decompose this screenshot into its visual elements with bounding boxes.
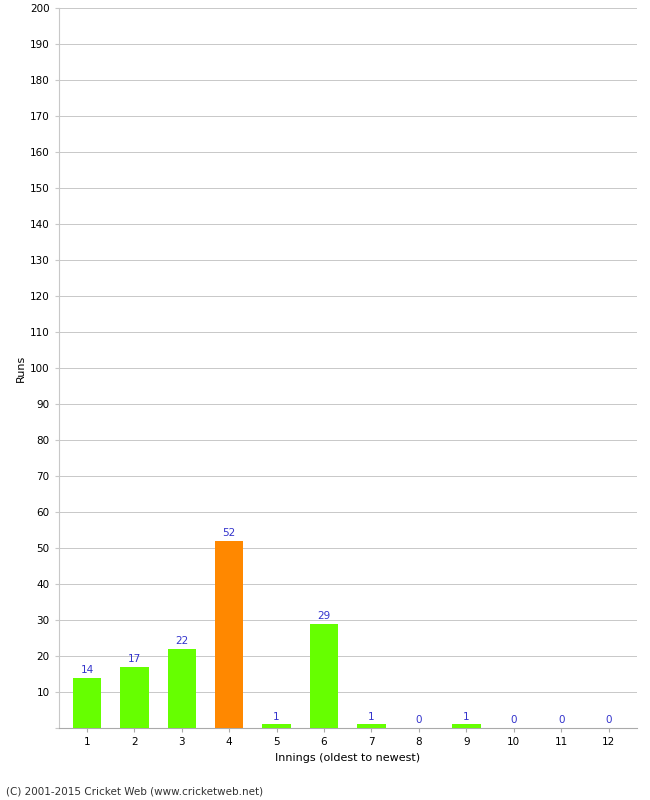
Bar [310, 624, 338, 728]
Text: 1: 1 [463, 711, 469, 722]
Text: 17: 17 [128, 654, 141, 664]
X-axis label: Innings (oldest to newest): Innings (oldest to newest) [275, 753, 421, 762]
Text: 22: 22 [175, 636, 188, 646]
Bar [263, 725, 291, 728]
Bar [452, 725, 480, 728]
Text: 0: 0 [510, 715, 517, 725]
Bar [73, 678, 101, 728]
Text: 29: 29 [317, 610, 331, 621]
Y-axis label: Runs: Runs [16, 354, 25, 382]
Text: 1: 1 [368, 711, 375, 722]
Text: 0: 0 [558, 715, 564, 725]
Text: 52: 52 [222, 528, 236, 538]
Text: 1: 1 [273, 711, 280, 722]
Text: 14: 14 [81, 665, 94, 674]
Text: 0: 0 [415, 715, 422, 725]
Bar [215, 541, 244, 728]
Bar [358, 725, 385, 728]
Text: 0: 0 [605, 715, 612, 725]
Text: (C) 2001-2015 Cricket Web (www.cricketweb.net): (C) 2001-2015 Cricket Web (www.cricketwe… [6, 786, 264, 796]
Bar [168, 649, 196, 728]
Bar [120, 667, 149, 728]
